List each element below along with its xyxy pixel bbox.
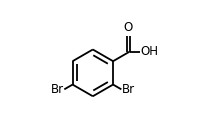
Text: OH: OH	[141, 45, 159, 58]
Text: Br: Br	[122, 83, 135, 96]
Text: O: O	[124, 21, 133, 34]
Text: Br: Br	[51, 83, 64, 96]
